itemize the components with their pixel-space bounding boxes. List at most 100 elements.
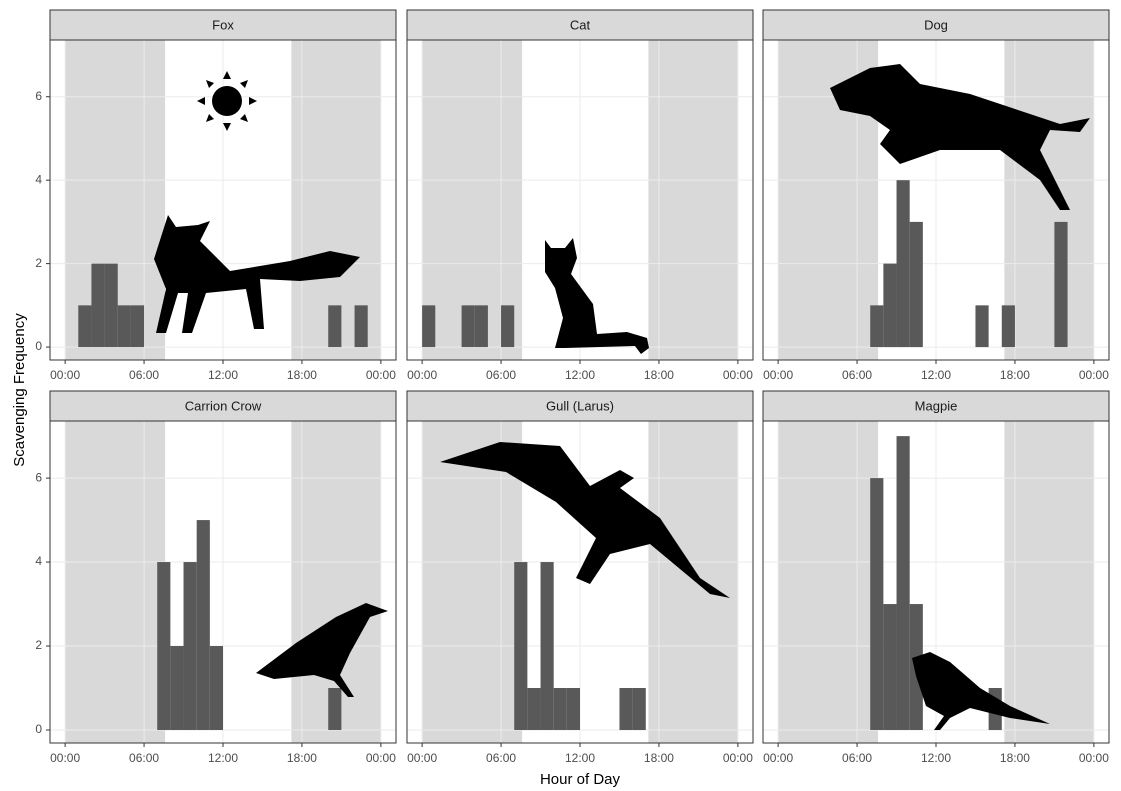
histogram-bar — [883, 263, 897, 348]
night-shading — [65, 421, 166, 743]
x-tick-label: 00:00 — [407, 368, 437, 382]
x-tick-label: 06:00 — [842, 751, 872, 765]
y-tick-label: 0 — [35, 722, 42, 736]
x-tick-label: 00:00 — [723, 751, 753, 765]
facet-title: Fox — [212, 17, 234, 32]
x-tick-label: 00:00 — [763, 368, 793, 382]
facet-strip — [49, 9, 397, 41]
histogram-bar — [78, 305, 92, 348]
facet-title: Gull (Larus) — [546, 398, 614, 413]
histogram-bar — [553, 688, 567, 730]
facet-panel: 00:00 06:00 12:00 18:00 00:00 0 2 4 6 Carrion Cro… — [35, 390, 397, 765]
x-tick-label: 18:00 — [644, 368, 674, 382]
y-axis-title: Scavenging Frequency — [11, 313, 28, 467]
x-tick-label: 00:00 — [763, 751, 793, 765]
x-tick-label: 06:00 — [486, 751, 516, 765]
histogram-bar — [117, 305, 131, 348]
histogram-bar — [896, 180, 910, 348]
facet-title: Cat — [570, 17, 591, 32]
x-tick-label: 00:00 — [50, 751, 80, 765]
x-tick-label: 18:00 — [287, 751, 317, 765]
histogram-bar — [461, 305, 475, 348]
night-shading — [778, 421, 879, 743]
histogram-bar — [183, 562, 197, 730]
x-tick-label: 00:00 — [723, 368, 753, 382]
x-tick-label: 00:00 — [1079, 368, 1109, 382]
crow-silhouette — [256, 603, 388, 697]
magpie-silhouette — [912, 652, 1050, 730]
facet-title: Dog — [924, 17, 948, 32]
facet-strip — [762, 9, 1110, 41]
night-shading — [422, 421, 523, 743]
silhouettes — [97, 64, 1090, 730]
y-tick-label: 6 — [35, 89, 42, 103]
histogram-bar — [909, 221, 923, 348]
facet-strip — [406, 9, 754, 41]
histogram-bar — [354, 305, 368, 348]
histogram-bar — [91, 263, 105, 348]
facet-panel: 00:00 06:00 12:00 18:00 00:00 Magpie — [762, 390, 1110, 765]
x-tick-label: 12:00 — [921, 751, 951, 765]
facet-strip — [49, 390, 397, 422]
x-tick-label: 18:00 — [644, 751, 674, 765]
histogram-bar — [157, 562, 171, 730]
facet-panel: 00:00 06:00 12:00 18:00 00:00 0 2 4 6 Fox — [35, 9, 397, 382]
histogram-bar — [474, 305, 488, 348]
x-axis-title: Hour of Day — [540, 771, 621, 788]
x-tick-label: 12:00 — [565, 751, 595, 765]
histogram-bar — [975, 305, 989, 348]
histogram-bar — [1054, 221, 1068, 348]
histogram-bar — [870, 478, 884, 730]
x-tick-label: 00:00 — [407, 751, 437, 765]
histogram-bar — [501, 305, 515, 348]
histogram-bar — [328, 305, 342, 348]
fox-silhouette — [154, 215, 360, 333]
x-tick-label: 12:00 — [208, 368, 238, 382]
x-tick-label: 18:00 — [1000, 751, 1030, 765]
histogram-bar — [328, 688, 342, 730]
dog-silhouette — [830, 64, 1090, 210]
y-tick-label: 4 — [35, 172, 42, 186]
x-tick-label: 12:00 — [208, 751, 238, 765]
x-tick-label: 00:00 — [366, 368, 396, 382]
histogram-bar — [527, 688, 541, 730]
x-tick-label: 00:00 — [1079, 751, 1109, 765]
histogram-bar — [566, 688, 580, 730]
gull-silhouette — [440, 442, 730, 598]
x-tick-label: 12:00 — [921, 368, 951, 382]
y-tick-label: 2 — [35, 256, 42, 270]
histogram-bar — [422, 305, 436, 348]
histogram-bar — [170, 646, 184, 730]
x-tick-label: 18:00 — [287, 368, 317, 382]
histogram-bar — [1001, 305, 1015, 348]
night-shading — [648, 40, 738, 360]
facet-strip — [406, 390, 754, 422]
histogram-bar — [514, 562, 528, 730]
y-tick-label: 2 — [35, 638, 42, 652]
x-tick-label: 12:00 — [565, 368, 595, 382]
x-tick-label: 06:00 — [129, 368, 159, 382]
night-shading — [1004, 421, 1094, 743]
histogram-bar — [619, 688, 633, 730]
night-shading — [648, 421, 738, 743]
histogram-bar — [870, 305, 884, 348]
histogram-bar — [896, 436, 910, 730]
night-shading — [1004, 40, 1094, 360]
cat-silhouette — [545, 238, 649, 354]
x-tick-label: 06:00 — [486, 368, 516, 382]
histogram-bar — [104, 263, 118, 348]
histogram-bar — [196, 520, 210, 730]
x-tick-label: 06:00 — [129, 751, 159, 765]
facet-title: Carrion Crow — [185, 398, 262, 413]
y-tick-label: 4 — [35, 554, 42, 568]
y-tick-label: 0 — [35, 339, 42, 353]
x-tick-label: 00:00 — [366, 751, 396, 765]
sun-icon — [212, 86, 242, 116]
histogram-bar — [632, 688, 646, 730]
histogram-bar — [209, 646, 223, 730]
facet-strip — [762, 390, 1110, 422]
facet-title: Magpie — [915, 398, 958, 413]
x-tick-label: 00:00 — [50, 368, 80, 382]
histogram-bar — [130, 305, 145, 348]
